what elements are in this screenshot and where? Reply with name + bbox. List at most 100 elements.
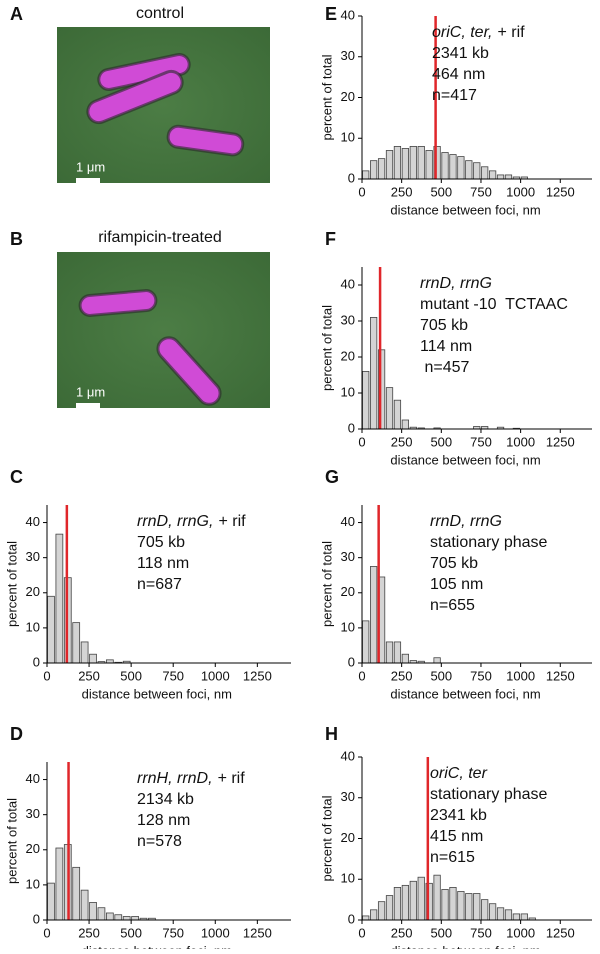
bar (393, 641, 402, 664)
x-axis-label: distance between foci, nm (390, 202, 540, 217)
condition: + rif (218, 770, 246, 787)
bar (377, 901, 386, 921)
bar (449, 154, 457, 180)
bar (393, 399, 402, 430)
y-tick-label: 40 (341, 276, 355, 291)
panel-label: G (325, 467, 339, 487)
bar (417, 145, 425, 180)
condition: + rif (497, 24, 525, 41)
y-tick-label: 0 (348, 654, 355, 669)
annotation: 705 kb (430, 555, 478, 572)
annotation: 118 nm (137, 555, 189, 572)
annotation: 415 nm (430, 828, 483, 845)
bar (89, 653, 97, 664)
annotation: n=457 (420, 359, 469, 376)
bar (401, 884, 409, 921)
bar (80, 641, 89, 664)
y-axis-label: percent of total (319, 795, 334, 881)
y-tick-label: 0 (33, 911, 40, 926)
panel-label: C (10, 467, 23, 487)
annotation: stationary phase (430, 786, 548, 803)
annotation: rrnD, rrnG (430, 513, 502, 530)
gene-names: oriC, ter, (432, 24, 492, 41)
y-tick-label: 30 (26, 806, 40, 821)
x-tick-label: 1000 (506, 925, 535, 940)
bar (401, 148, 409, 180)
bar (433, 657, 441, 664)
bar (457, 891, 465, 921)
x-tick-label: 0 (358, 184, 365, 199)
bar (417, 876, 425, 921)
x-tick-label: 0 (358, 668, 365, 683)
y-tick-label: 0 (348, 420, 355, 435)
bar (512, 913, 521, 921)
x-axis-label: distance between foci, nm (390, 943, 540, 949)
bar (385, 387, 394, 430)
bar (97, 907, 106, 921)
annotation: mutant -10 TCTAAC (420, 296, 568, 313)
y-tick-label: 40 (341, 7, 355, 22)
annotation: 105 nm (430, 576, 483, 593)
bar (385, 641, 394, 664)
x-tick-label: 250 (391, 925, 413, 940)
y-tick-label: 30 (341, 549, 355, 564)
y-axis-label: percent of total (4, 541, 19, 627)
bar (72, 622, 81, 664)
scale-bar-label: 1 μm (76, 159, 105, 174)
gene-names: rrnD, rrnG (430, 513, 502, 530)
annotation: n=615 (430, 849, 475, 866)
bar (393, 887, 402, 921)
y-axis-label: percent of total (4, 798, 19, 884)
x-tick-label: 250 (391, 434, 413, 449)
gene-names: rrnD, rrnG (420, 275, 492, 292)
x-tick-label: 1250 (546, 925, 575, 940)
annotation: n=687 (137, 576, 182, 593)
panel-label: E (325, 4, 337, 24)
panel-label: B (10, 229, 23, 249)
bar (449, 887, 457, 921)
bar (89, 902, 97, 921)
bar (370, 909, 378, 921)
y-tick-label: 30 (26, 549, 40, 564)
bar (401, 419, 409, 430)
x-tick-label: 1000 (201, 668, 230, 683)
annotation: n=655 (430, 597, 475, 614)
y-tick-label: 30 (341, 312, 355, 327)
x-tick-label: 0 (358, 434, 365, 449)
x-tick-label: 1250 (243, 668, 272, 683)
x-tick-label: 0 (358, 925, 365, 940)
y-axis-label: percent of total (319, 541, 334, 627)
x-axis-label: distance between foci, nm (82, 943, 232, 949)
bar (496, 907, 505, 921)
image-title: rifampicin-treated (98, 229, 222, 246)
x-tick-label: 0 (43, 925, 50, 940)
x-tick-label: 1000 (506, 668, 535, 683)
annotation: n=417 (432, 87, 477, 104)
gene-names: rrnD, rrnG, (137, 513, 213, 530)
y-axis-label: percent of total (319, 54, 334, 140)
annotation: n=578 (137, 833, 182, 850)
bar (377, 158, 386, 180)
bar (473, 893, 481, 921)
scale-bar-label: 1 μm (76, 384, 105, 399)
x-tick-label: 1250 (546, 184, 575, 199)
x-tick-label: 500 (430, 925, 452, 940)
y-tick-label: 0 (33, 654, 40, 669)
y-tick-label: 20 (341, 348, 355, 363)
condition: + rif (218, 513, 246, 530)
x-tick-label: 750 (470, 925, 492, 940)
y-tick-label: 20 (26, 584, 40, 599)
bar (122, 916, 131, 921)
panel-label: F (325, 229, 336, 249)
y-tick-label: 40 (26, 771, 40, 786)
bar (488, 903, 497, 921)
bar (80, 889, 89, 921)
bar (504, 909, 513, 921)
annotation: 128 nm (137, 812, 190, 829)
annotation: 705 kb (420, 317, 468, 334)
bar (362, 170, 370, 180)
x-tick-label: 750 (470, 434, 492, 449)
bar (409, 145, 417, 180)
y-tick-label: 40 (26, 514, 40, 529)
y-tick-label: 40 (341, 748, 355, 763)
